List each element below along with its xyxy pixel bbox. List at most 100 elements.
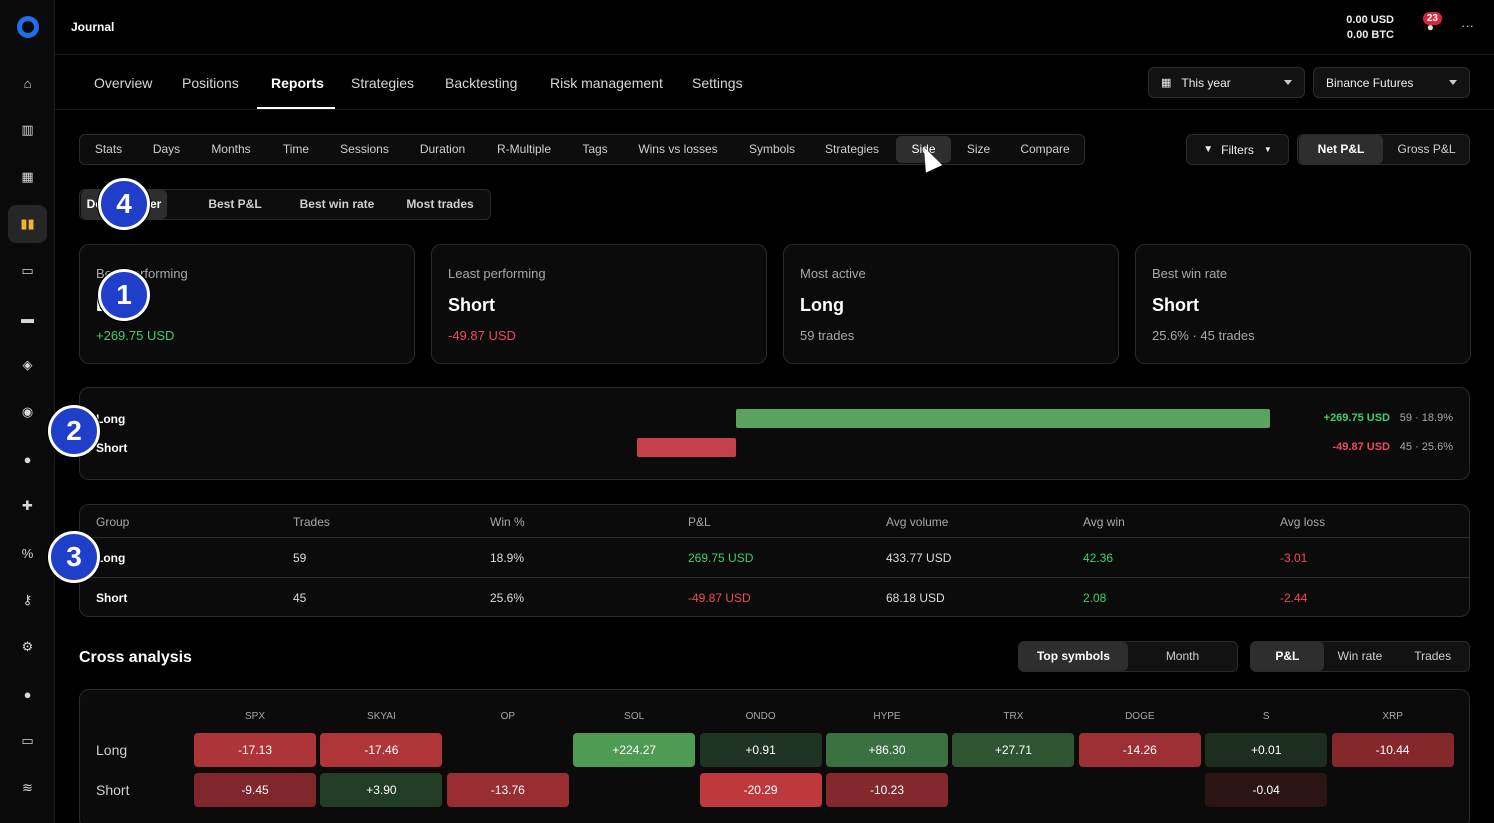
heatmap-cell[interactable]: -14.26 [1078,733,1201,767]
heatmap-cell[interactable]: -13.76 [446,773,569,807]
gear-icon[interactable]: ⚙ [21,639,34,654]
column-header[interactable]: Trades [293,515,330,529]
exchange-select[interactable]: Binance Futures [1313,67,1470,98]
heatmap-cell[interactable]: +224.27 [573,733,696,767]
cross-metric-trades[interactable]: Trades [1414,649,1452,663]
cross-analysis-title: Cross analysis [79,649,192,666]
subtab-duration[interactable]: Duration [419,142,466,156]
column-header[interactable]: Avg win [1083,515,1125,529]
heatmap-cell[interactable]: -10.44 [1331,733,1454,767]
home-icon[interactable]: ⌂ [23,75,32,91]
card-subtext: 59 trades [800,328,855,343]
card-label: Least performing [448,266,546,281]
desktop-icon[interactable]: ▭ [21,733,34,748]
tab-settings[interactable]: Settings [692,75,743,91]
symbol-column-header: XRP [1382,711,1403,722]
subtab-side[interactable]: Side [896,136,951,163]
heatmap-cell[interactable]: +27.71 [952,733,1075,767]
bar-meta: 59 · 18.9% [1399,412,1453,424]
support-icon[interactable]: ● [23,686,32,702]
wifi-icon[interactable]: ≋ [22,780,33,795]
top-bar: Journal 0.00 USD 0.00 BTC ● 23 ··· [55,0,1494,55]
heatmap-cell[interactable]: +3.90 [320,773,443,807]
notification-badge[interactable]: 23 [1422,12,1442,25]
subtab-symbols[interactable]: Symbols [748,142,795,156]
book-icon[interactable]: ▮▮ [8,205,47,243]
card-value: Short [1152,295,1199,315]
key-icon[interactable]: ⚷ [22,592,33,607]
column-header[interactable]: P&L [688,515,711,529]
heatmap-cell[interactable]: -0.04 [1205,773,1328,807]
symbol-column-header: HYPE [873,711,901,722]
cross-metric-p-l[interactable]: P&L [1251,642,1324,671]
sort-most-trades[interactable]: Most trades [406,197,474,211]
tab-positions[interactable]: Positions [182,75,239,91]
card-subtext: 25.6% · 45 trades [1152,328,1255,343]
column-header[interactable]: Avg volume [886,515,949,529]
cross-metric-win-rate[interactable]: Win rate [1337,649,1383,663]
sidebar: ⌂ ▥ ▦ ▮▮ ▭ ▬ ◈ ◉ ● ✚% ⚷ ⚙ ● ▭ ≋ [0,0,55,823]
cross-analysis-grid: SPX SKYAI OP SOL ONDO HYPE TRX DOGE S XRP Long -17.… [79,689,1470,823]
net-pnl-button[interactable]: Net P&L [1299,135,1383,164]
heatmap-cell[interactable]: +0.91 [699,733,822,767]
tab-reports[interactable]: Reports [271,75,324,91]
tab-backtesting[interactable]: Backtesting [445,75,518,91]
subtab-stats[interactable]: Stats [94,142,123,156]
subtab-wins-vs-losses[interactable]: Wins vs losses [638,142,718,156]
tab-risk-management[interactable]: Risk management [550,75,663,91]
heatmap-cell[interactable]: -9.45 [194,773,316,807]
step-marker: 1 [98,269,150,321]
cross-mode-month[interactable]: Month [1165,649,1200,663]
percent-icon[interactable]: % [21,545,34,561]
gross-pnl-button[interactable]: Gross P&L [1397,142,1456,156]
heatmap-cell[interactable]: -20.29 [699,773,822,807]
grid-icon[interactable]: ▦ [21,169,34,184]
table-row[interactable]: Long 59 18.9% 269.75 USD 433.77 USD 42.36 -3.0… [80,537,1469,577]
chart-icon[interactable]: ▥ [21,122,34,137]
summary-card: Best win rate Short 25.6% · 45 trades [1135,244,1471,364]
more-icon[interactable]: ··· [1461,18,1474,33]
report-subtabs: Stats Days Months Time Sessions Duration R-Mul… [79,134,1085,165]
table-cell: 269.75 USD [688,551,754,565]
filters-button[interactable]: ▼ Filters ▼ [1186,134,1289,165]
sort-best-win-rate[interactable]: Best win rate [299,197,375,211]
tab-strategies[interactable]: Strategies [351,75,415,91]
heatmap-cell[interactable]: -17.13 [194,733,316,767]
sort-best-p-l[interactable]: Best P&L [208,197,262,211]
subtab-sessions[interactable]: Sessions [340,142,389,156]
bell-icon[interactable]: ● [1426,20,1434,34]
balance-btc: 0.00 BTC [1346,29,1394,41]
subtab-tags[interactable]: Tags [582,142,608,156]
app-logo[interactable] [17,16,39,38]
table-row[interactable]: Short 45 25.6% -49.87 USD 68.18 USD 2.08 -2.44 [80,577,1469,617]
column-header[interactable]: Group [96,515,130,529]
subtab-size[interactable]: Size [966,142,991,156]
compass-icon[interactable]: ◉ [21,404,34,419]
tab-overview[interactable]: Overview [94,75,153,91]
table-cell: Short [96,591,128,605]
card-label: Most active [800,266,866,281]
tag-icon[interactable]: ◈ [22,357,33,372]
subtab-time[interactable]: Time [282,142,310,156]
subtab-months[interactable]: Months [211,142,251,156]
subtab-compare[interactable]: Compare [1020,142,1070,156]
table-cell: -2.44 [1280,591,1308,605]
table-cell: -49.87 USD [688,591,751,605]
heatmap-cell[interactable]: -17.46 [320,733,443,767]
summary-card: Most active Long 59 trades [783,244,1119,364]
heatmap-cell[interactable]: +86.30 [826,733,948,767]
subtab-strategies[interactable]: Strategies [824,142,880,156]
heatmap-cell[interactable]: +0.01 [1205,733,1328,767]
subtab-r-multiple[interactable]: R-Multiple [496,142,551,156]
cross-mode-top-symbols[interactable]: Top symbols [1019,642,1128,671]
subtab-days[interactable]: Days [152,142,181,156]
period-select[interactable]: ▦ This year [1148,67,1305,98]
puzzle-icon[interactable]: ✚ [22,498,33,513]
monitor-icon[interactable]: ▭ [21,263,34,278]
chat-icon[interactable]: ● [23,451,32,467]
heatmap-cell[interactable]: -10.23 [826,773,948,807]
card-value: Short [448,295,495,315]
wallet-icon[interactable]: ▬ [21,310,34,326]
column-header[interactable]: Win % [490,515,525,529]
column-header[interactable]: Avg loss [1280,515,1326,529]
